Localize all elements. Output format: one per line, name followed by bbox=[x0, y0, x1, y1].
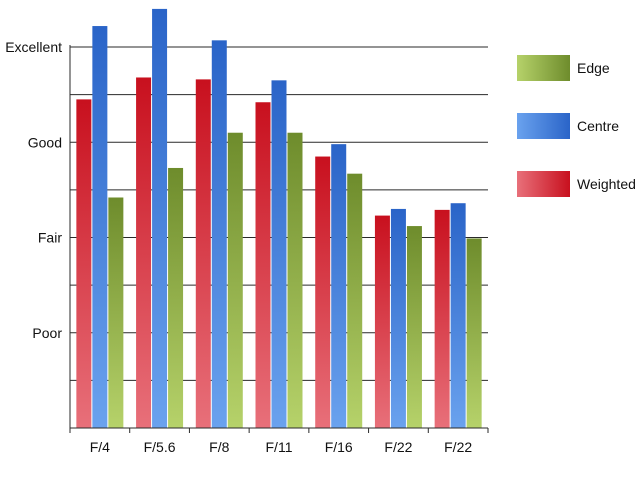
x-tick-label-f-4-0: F/4 bbox=[90, 439, 110, 455]
bar-centre-f-5-6-1 bbox=[152, 8, 168, 429]
legend-label-centre: Centre bbox=[577, 118, 619, 134]
legend-swatch-edge bbox=[517, 55, 570, 81]
legend-label-edge: Edge bbox=[577, 60, 610, 76]
bar-centre-f-8-2 bbox=[211, 40, 227, 429]
bar-weighted-f-22-5 bbox=[374, 215, 390, 428]
x-tick-label-f-22-6: F/22 bbox=[444, 439, 472, 455]
y-tick-label-fair: Fair bbox=[38, 230, 62, 246]
axes bbox=[69, 45, 489, 433]
bar-centre-f-11-3 bbox=[271, 80, 287, 429]
bar-edge-f-4-0 bbox=[108, 197, 124, 428]
x-tick-label-f-11-3: F/11 bbox=[266, 439, 293, 455]
x-tick-label-f-16-4: F/16 bbox=[325, 439, 353, 455]
bar-edge-f-16-4 bbox=[347, 173, 363, 428]
bar-edge-f-5-6-1 bbox=[168, 167, 184, 428]
bar-centre-f-22-5 bbox=[390, 208, 406, 428]
bar-edge-f-11-3 bbox=[287, 132, 303, 428]
bar-weighted-f-11-3 bbox=[255, 102, 271, 429]
bar-edge-f-8-2 bbox=[227, 132, 243, 428]
y-tick-labels: Poor Fair Good Excellent bbox=[5, 39, 62, 341]
legend-label-weighted: Weighted bbox=[577, 176, 636, 192]
bar-edge-f-22-5 bbox=[406, 226, 422, 428]
bar-centre-f-4-0 bbox=[92, 26, 108, 428]
bar-centre-f-22-6 bbox=[450, 203, 466, 428]
x-tick-label-f-5-6-1: F/5.6 bbox=[144, 439, 176, 455]
x-tick-label-f-22-5: F/22 bbox=[384, 439, 412, 455]
x-tick-labels: F/4 F/5.6 F/8 F/11 F/16 F/22 F/22 bbox=[90, 439, 473, 455]
bar-weighted-f-8-2 bbox=[195, 79, 211, 428]
bar-weighted-f-5-6-1 bbox=[136, 77, 152, 428]
y-tick-label-excellent: Excellent bbox=[5, 39, 62, 55]
bar-edge-f-22-6 bbox=[466, 238, 482, 428]
legend-swatch-weighted bbox=[517, 171, 570, 197]
y-tick-label-good: Good bbox=[28, 134, 62, 150]
y-tick-label-poor: Poor bbox=[32, 325, 62, 341]
bar-weighted-f-22-6 bbox=[434, 209, 450, 428]
x-tick-label-f-8-2: F/8 bbox=[209, 439, 229, 455]
bars bbox=[76, 8, 482, 429]
bar-centre-f-16-4 bbox=[331, 144, 347, 428]
legend: Edge Centre Weighted bbox=[517, 55, 636, 197]
bar-weighted-f-4-0 bbox=[76, 99, 92, 428]
legend-swatch-centre bbox=[517, 113, 570, 139]
bar-weighted-f-16-4 bbox=[315, 156, 331, 428]
